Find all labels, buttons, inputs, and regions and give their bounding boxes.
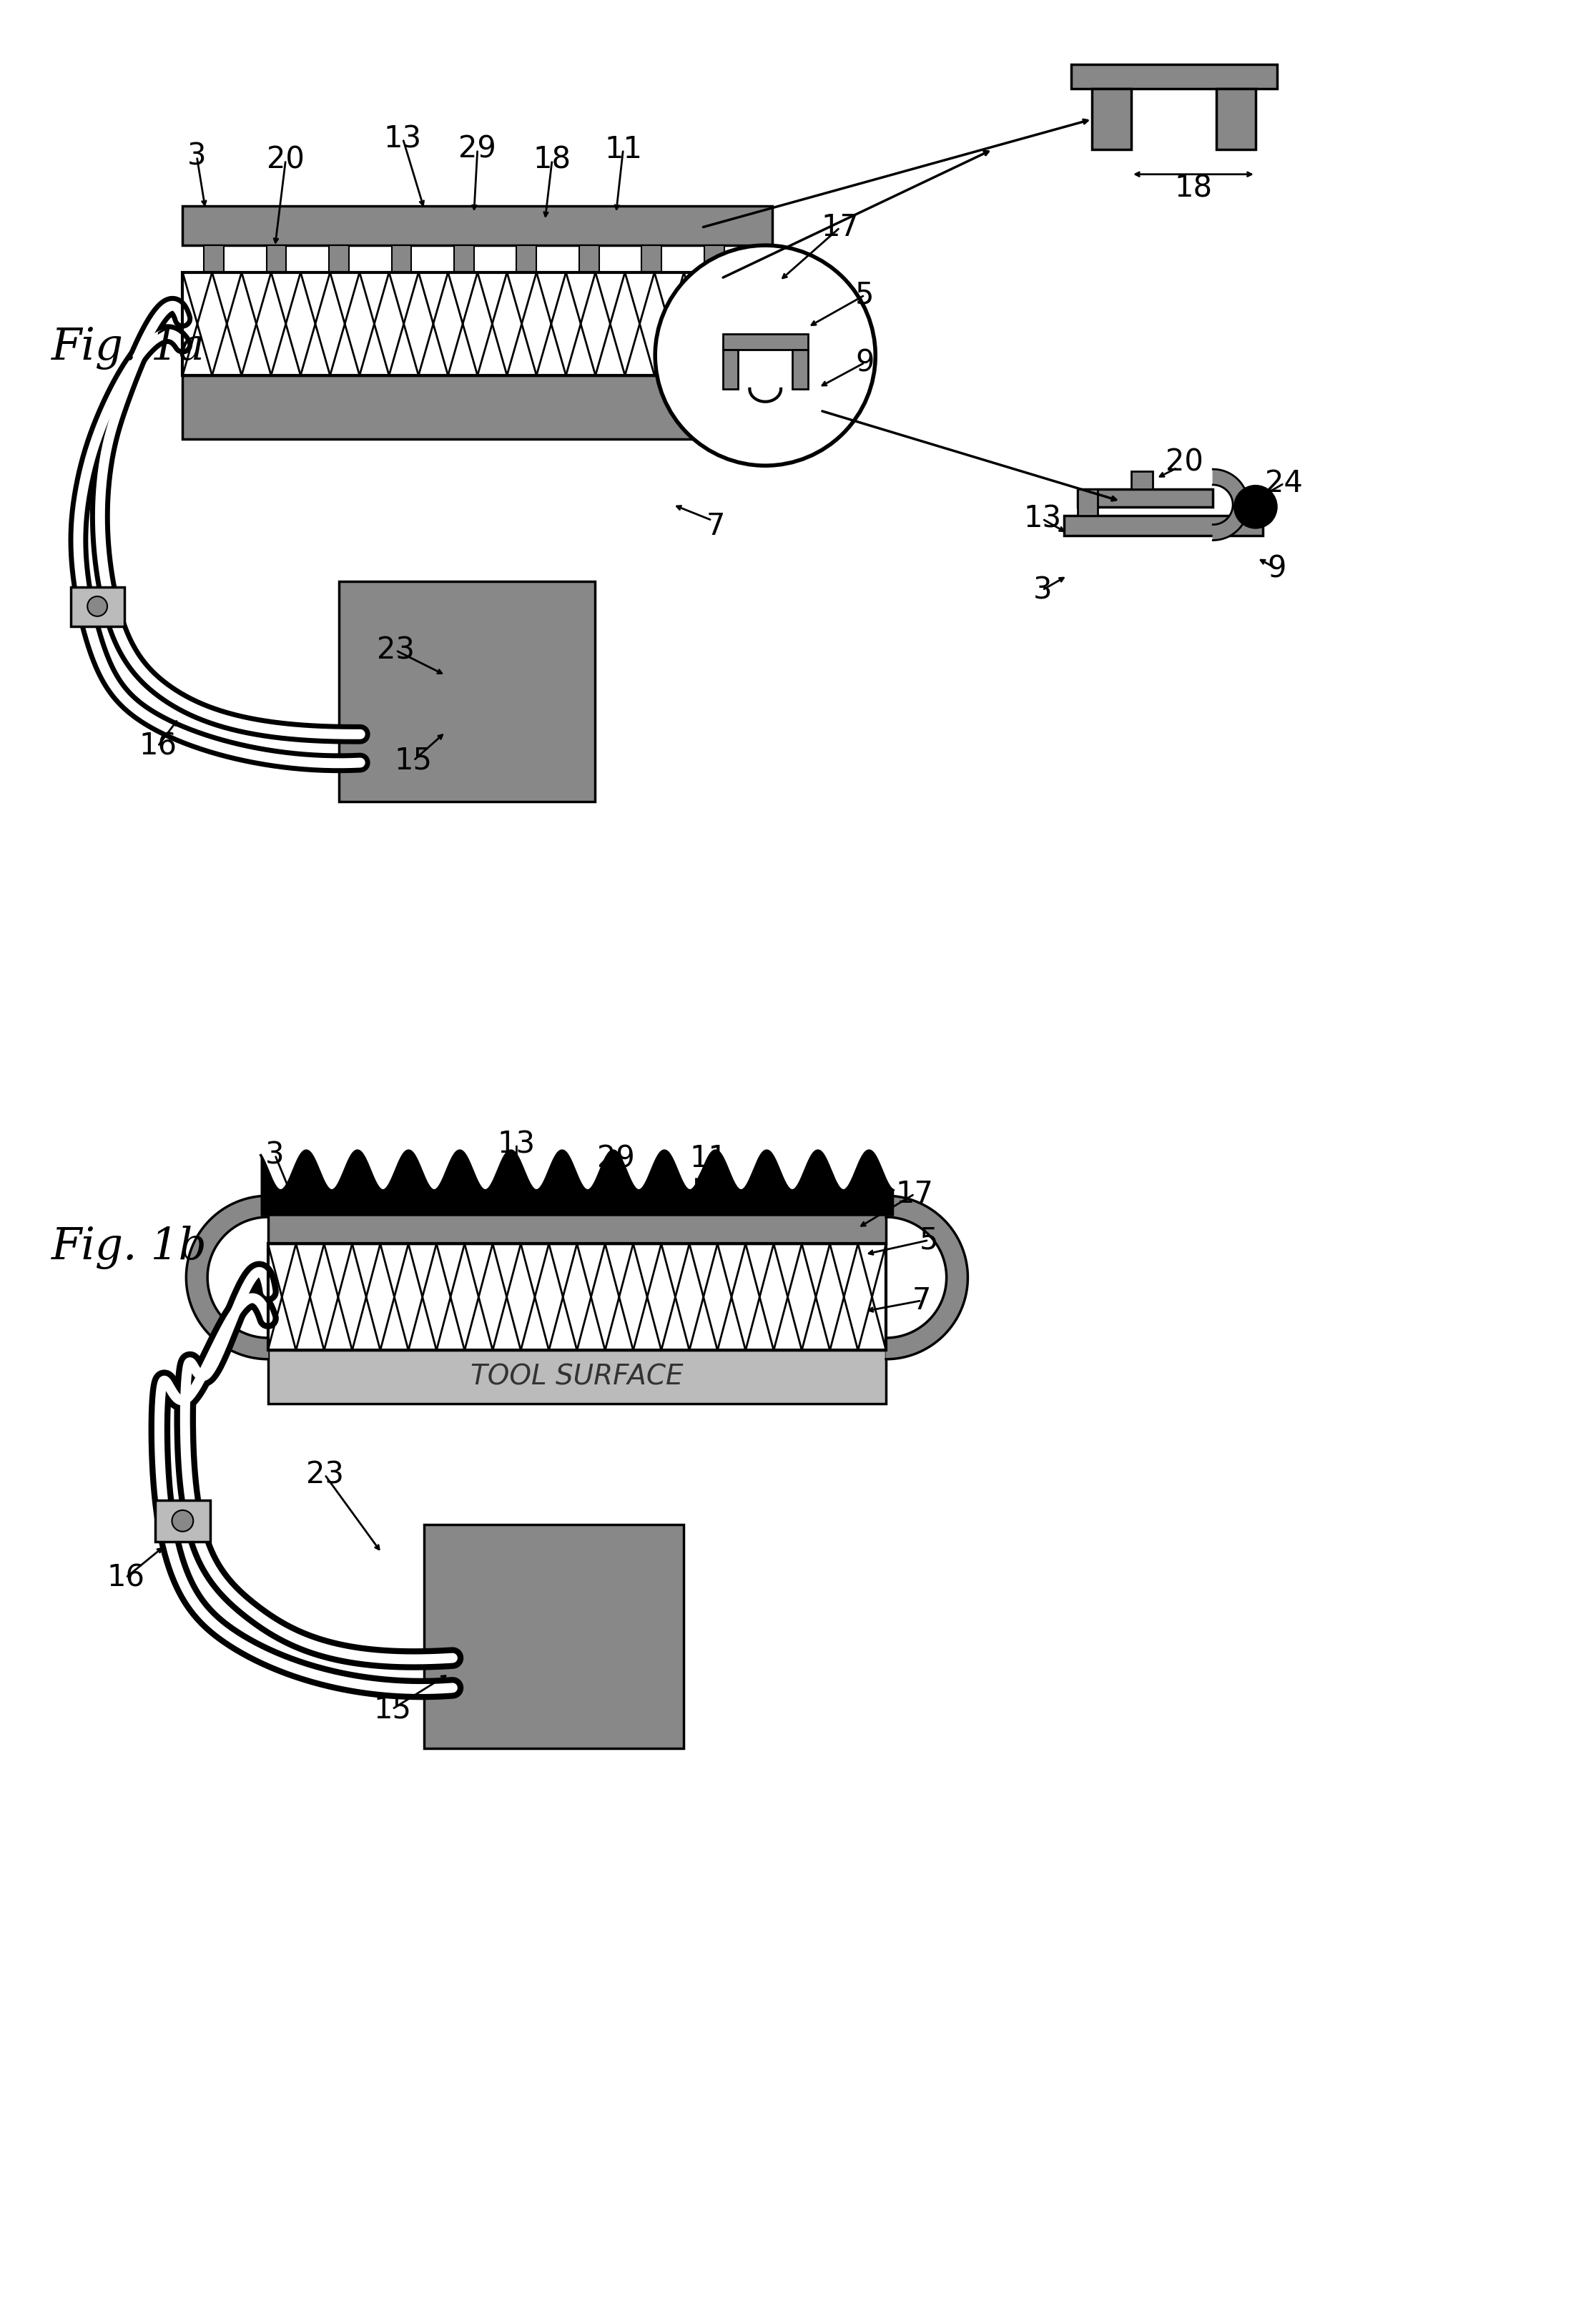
Bar (329, 246, 349, 272)
Text: 3: 3 (187, 142, 207, 172)
Bar (183, 272, 773, 376)
Bar (454, 246, 474, 272)
Bar (267, 1243, 885, 1350)
Text: Fig. 1a: Fig. 1a (51, 328, 206, 370)
Bar (517, 246, 536, 272)
Text: 23: 23 (376, 634, 414, 665)
Text: 13: 13 (1023, 504, 1061, 535)
Text: 20: 20 (1165, 446, 1203, 476)
Bar (267, 246, 286, 272)
Bar (642, 246, 661, 272)
Text: 24: 24 (1265, 469, 1303, 497)
Bar (183, 376, 773, 439)
Text: 23: 23 (305, 1459, 343, 1490)
Text: 9: 9 (1268, 553, 1287, 583)
Text: 11: 11 (604, 135, 642, 165)
Circle shape (87, 597, 108, 616)
Text: 13: 13 (498, 1129, 536, 1160)
Text: 18: 18 (1175, 174, 1213, 205)
Text: 17: 17 (895, 1178, 933, 1208)
Bar (723, 351, 738, 388)
Bar (71, 588, 125, 625)
Text: 7: 7 (707, 511, 726, 541)
Bar (1064, 516, 1263, 535)
Text: 13: 13 (384, 123, 422, 153)
Circle shape (655, 246, 876, 465)
Bar (723, 335, 808, 351)
Text: 5: 5 (855, 281, 874, 309)
Text: 16: 16 (139, 732, 177, 762)
Text: 18: 18 (533, 144, 571, 174)
Text: 16: 16 (108, 1562, 145, 1592)
Bar (338, 581, 594, 802)
Bar (1132, 472, 1153, 488)
Text: 3: 3 (266, 1139, 285, 1169)
Text: TOOL SURFACE: TOOL SURFACE (471, 1364, 683, 1390)
Bar (792, 351, 808, 388)
Circle shape (1235, 486, 1277, 528)
Polygon shape (1213, 469, 1249, 539)
Bar (1092, 88, 1132, 149)
Bar (392, 246, 411, 272)
Text: 7: 7 (912, 1285, 931, 1315)
Bar (267, 1350, 885, 1404)
Bar (1216, 88, 1255, 149)
Bar (183, 207, 773, 246)
Bar (1070, 65, 1277, 88)
Text: Fig. 1b: Fig. 1b (51, 1225, 207, 1269)
Bar (424, 1525, 683, 1748)
Bar (704, 246, 724, 272)
Circle shape (172, 1511, 193, 1532)
Bar (204, 246, 225, 272)
Bar (267, 1243, 885, 1350)
Text: 17: 17 (821, 211, 858, 242)
Polygon shape (187, 1197, 267, 1360)
Polygon shape (885, 1197, 968, 1360)
Bar (183, 272, 773, 376)
Bar (267, 1204, 885, 1243)
Bar (579, 246, 599, 272)
Text: 15: 15 (395, 746, 433, 776)
Text: 29: 29 (598, 1143, 636, 1174)
Text: 29: 29 (458, 135, 496, 165)
Bar (1078, 488, 1213, 507)
Text: 15: 15 (373, 1694, 411, 1724)
Text: 9: 9 (855, 349, 874, 376)
Text: 3: 3 (1032, 574, 1051, 604)
Bar (155, 1501, 210, 1541)
Text: 11: 11 (689, 1143, 727, 1174)
Text: 5: 5 (919, 1225, 938, 1255)
Text: 20: 20 (267, 144, 305, 174)
Bar (1078, 488, 1097, 516)
